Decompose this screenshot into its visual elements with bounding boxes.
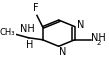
Text: NH: NH xyxy=(91,33,106,43)
Text: NH: NH xyxy=(20,24,35,34)
Text: N: N xyxy=(59,47,66,57)
Text: N: N xyxy=(77,20,84,30)
Text: F: F xyxy=(33,3,39,13)
Text: CH₃: CH₃ xyxy=(0,28,15,37)
Text: 2: 2 xyxy=(97,40,101,46)
Text: H: H xyxy=(26,40,33,50)
